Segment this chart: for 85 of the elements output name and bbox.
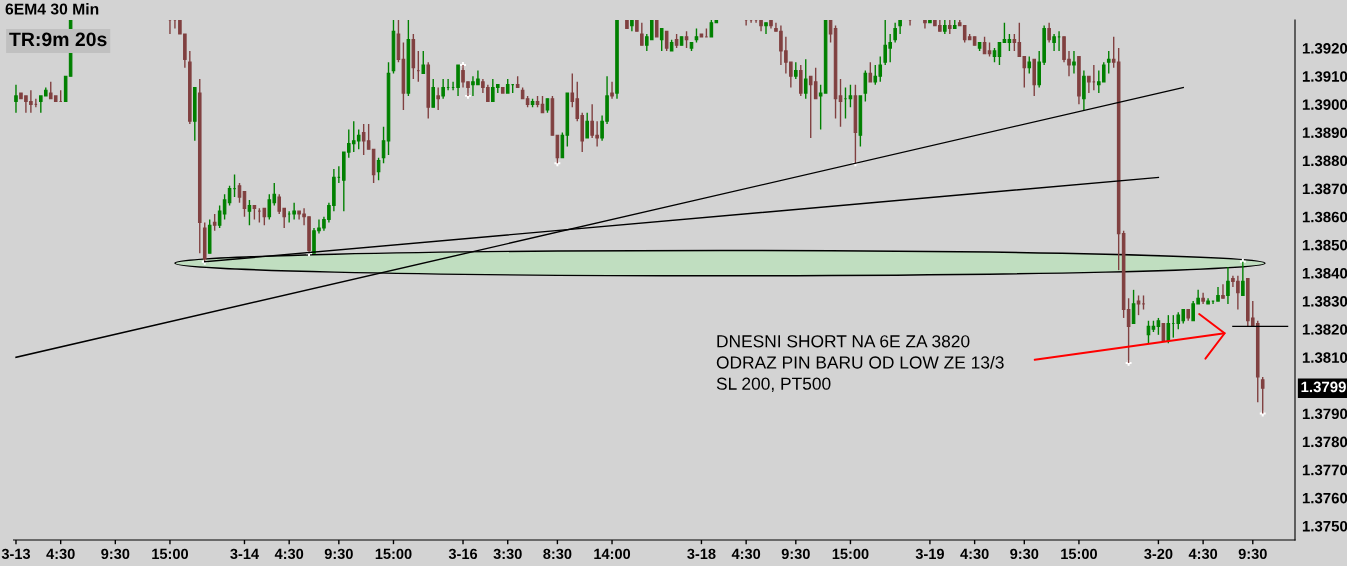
candlestick bbox=[431, 78, 436, 108]
candlestick bbox=[1101, 61, 1106, 83]
x-tick-label: 4:30 bbox=[274, 548, 304, 560]
x-tick-label: 3-20 bbox=[1144, 548, 1173, 560]
y-tick-label: 1.3830 bbox=[1302, 296, 1347, 307]
candlestick bbox=[813, 67, 818, 100]
candlestick bbox=[659, 27, 664, 52]
x-tick-label: 3-18 bbox=[687, 548, 716, 560]
x-tick-label: 4:30 bbox=[731, 548, 761, 560]
candlestick bbox=[356, 128, 361, 150]
y-tick-label: 1.3790 bbox=[1302, 408, 1347, 420]
y-tick-label: 1.3810 bbox=[1302, 352, 1347, 363]
chart-title: 6EM4 30 Min bbox=[5, 3, 99, 15]
candlestick bbox=[1226, 266, 1230, 305]
candlestick bbox=[610, 81, 614, 100]
x-tick-label: 3:30 bbox=[493, 548, 522, 560]
y-tick-label: 1.3870 bbox=[1302, 183, 1347, 195]
x-tick-label: 3-16 bbox=[448, 548, 478, 560]
x-tick-label: 3-14 bbox=[230, 548, 259, 560]
candlestick bbox=[803, 58, 808, 100]
candlestick bbox=[848, 83, 853, 108]
x-tick-label: 4:30 bbox=[1188, 548, 1218, 560]
candlestick bbox=[456, 64, 460, 97]
candlestick bbox=[237, 182, 242, 204]
y-tick-label: 1.3860 bbox=[1302, 211, 1347, 223]
candlestick bbox=[838, 78, 843, 128]
text: 1.3799 bbox=[1301, 381, 1346, 393]
candlestick bbox=[247, 199, 252, 226]
annotation: TR:9m 20s bbox=[9, 32, 107, 47]
x-tick-label: 4:30 bbox=[46, 548, 75, 560]
candlestick bbox=[893, 22, 897, 44]
x-tick-label: 3-13 bbox=[1, 548, 31, 560]
candlestick bbox=[1221, 283, 1225, 299]
x-tick-label: 3-19 bbox=[915, 548, 944, 560]
y-tick-label: 1.3770 bbox=[1302, 464, 1347, 476]
candlestick bbox=[664, 30, 669, 52]
candlestick bbox=[1166, 314, 1171, 344]
candlestick bbox=[1047, 22, 1051, 44]
x-tick-label: 15:00 bbox=[1061, 548, 1097, 560]
candlestick bbox=[1106, 50, 1111, 75]
candlestick bbox=[1072, 50, 1076, 75]
candlestick bbox=[863, 69, 868, 103]
x-tick-label: 9:30 bbox=[1238, 548, 1267, 560]
candlestick bbox=[640, 22, 644, 46]
x-tick-label: 4:30 bbox=[960, 548, 989, 560]
annotation: DNESNI SHORT NA 6E ZA 3820 ODRAZ PIN BARU OD LOW ZE 13/3 SL 200, PT500 bbox=[716, 335, 1004, 392]
x-tick-label: 8:30 bbox=[543, 548, 572, 560]
candlestick bbox=[923, 20, 927, 30]
candlestick bbox=[1082, 69, 1086, 111]
candlestick bbox=[585, 112, 589, 139]
candlestick bbox=[292, 202, 296, 221]
candlestick bbox=[421, 50, 426, 75]
y-tick-label: 1.3880 bbox=[1302, 155, 1347, 167]
candlestick bbox=[798, 64, 803, 97]
candlestick bbox=[1002, 22, 1007, 44]
candlestick bbox=[1136, 294, 1141, 316]
candlestick bbox=[441, 78, 445, 100]
candlestick bbox=[764, 22, 768, 35]
y-tick-label: 1.3820 bbox=[1302, 324, 1347, 335]
candlestick bbox=[883, 20, 888, 66]
x-tick-label: 15:00 bbox=[152, 548, 189, 560]
candlestick bbox=[277, 193, 282, 215]
y-tick-label: 1.3900 bbox=[1302, 99, 1347, 110]
y-tick-label: 1.3750 bbox=[1302, 520, 1347, 532]
x-tick-label: 9:30 bbox=[781, 548, 810, 560]
y-tick-label: 1.3840 bbox=[1302, 267, 1347, 279]
y-tick-label: 1.3760 bbox=[1302, 492, 1347, 504]
candlestick bbox=[868, 61, 873, 83]
x-tick-label: 14:00 bbox=[594, 548, 631, 560]
y-tick-label: 1.3850 bbox=[1302, 239, 1347, 251]
candlestick bbox=[436, 86, 440, 111]
x-tick-label: 9:30 bbox=[324, 548, 353, 560]
candlestick bbox=[1241, 261, 1245, 297]
x-tick-label: 9:30 bbox=[1010, 548, 1039, 560]
y-tick-label: 1.3890 bbox=[1302, 127, 1347, 139]
y-tick-label: 1.3910 bbox=[1302, 71, 1347, 82]
candlestick bbox=[14, 83, 18, 114]
x-tick-label: 15:00 bbox=[832, 548, 869, 560]
candlestick bbox=[873, 64, 878, 86]
y-tick-label: 1.3780 bbox=[1302, 436, 1347, 448]
candlestick bbox=[267, 193, 272, 221]
candlestick bbox=[1087, 75, 1091, 94]
x-tick-label: 9:30 bbox=[101, 548, 130, 560]
y-tick-label: 1.3920 bbox=[1302, 43, 1347, 54]
x-tick-label: 15:00 bbox=[375, 548, 412, 560]
